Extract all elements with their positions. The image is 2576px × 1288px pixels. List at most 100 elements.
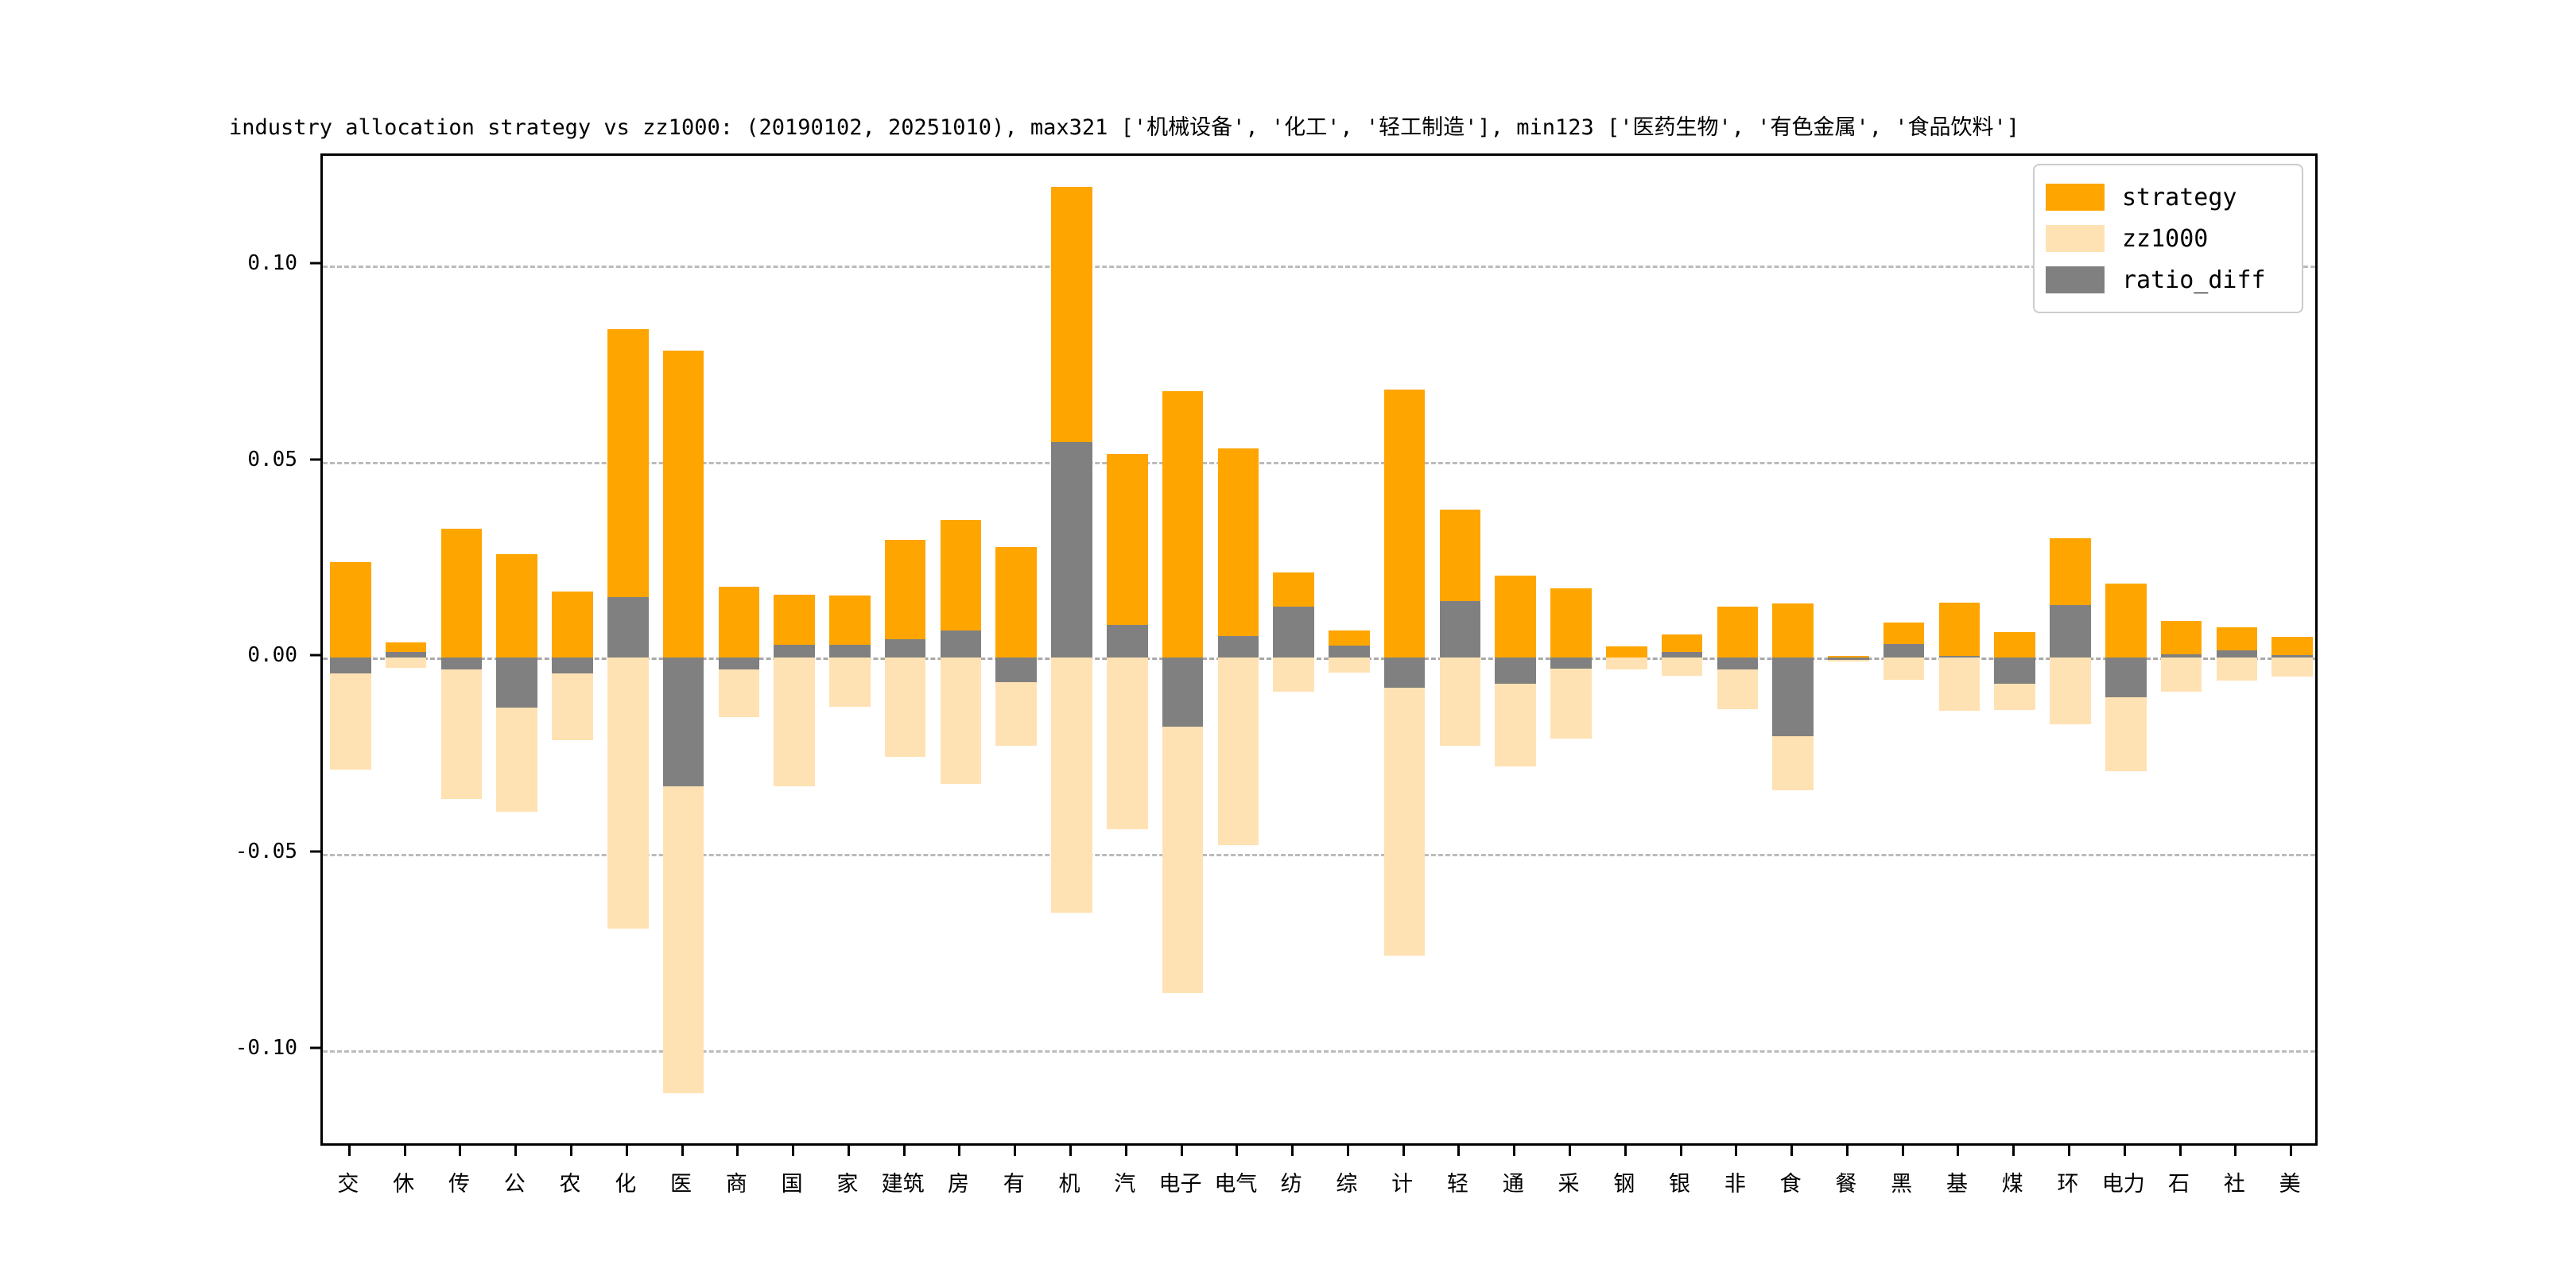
x-tick-label: 环 [2057,1172,2079,1197]
bar-group[interactable] [1828,156,1869,1148]
bar-group[interactable] [1605,156,1647,1148]
bar-group[interactable] [552,156,593,1148]
bar-segment-zz1000 [1383,688,1426,956]
bar-segment-zz1000 [2271,658,2313,677]
x-tick-mark [1014,1146,1017,1156]
bar-segment-zz1000 [330,673,371,770]
bar-group[interactable] [1273,156,1314,1148]
x-tick-label: 餐 [1835,1172,1857,1197]
bar-group[interactable] [1994,156,2036,1148]
x-tick-mark [1402,1146,1405,1156]
bar-group[interactable] [829,156,871,1148]
bar-group[interactable] [940,156,982,1148]
bar-segment-zz1000 [2105,696,2147,772]
bar-group[interactable] [1106,156,1148,1148]
legend-item[interactable]: strategy [2046,177,2287,218]
bar-group[interactable] [662,156,704,1148]
bar-segment-ratio-diff [662,658,704,786]
bar-segment-ratio-diff [1162,658,1204,727]
bar-segment-ratio-diff [2160,654,2202,658]
x-tick-mark [1346,1146,1349,1156]
x-tick-mark [1735,1146,1738,1156]
x-tick-label: 建筑 [881,1172,925,1197]
x-tick-label: 农 [559,1172,581,1197]
x-tick-mark [1624,1146,1627,1156]
bar-group[interactable] [1661,156,1703,1148]
legend-item[interactable]: ratio_diff [2046,259,2287,301]
bar-group[interactable] [1772,156,1814,1148]
x-tick-label: 美 [2279,1172,2301,1197]
bar-group[interactable] [385,156,427,1148]
bar-segment-ratio-diff [995,658,1038,682]
bar-segment-strategy [1329,630,1370,646]
x-tick-mark [1291,1146,1294,1156]
bar-group[interactable] [1051,156,1092,1148]
bar-group[interactable] [2160,156,2202,1148]
x-tick-label: 医 [670,1172,692,1197]
bar-group[interactable] [2271,156,2313,1148]
bar-group[interactable] [330,156,371,1148]
x-tick-mark [459,1146,462,1156]
bar-group[interactable] [440,156,483,1148]
bar-segment-strategy [1162,390,1204,658]
y-tick-label: 0.00 [247,643,297,668]
y-tick-label: 0.05 [247,447,297,471]
bar-segment-zz1000 [1217,658,1259,846]
bar-segment-strategy [2050,537,2091,605]
bar-segment-strategy [774,595,815,646]
bar-segment-ratio-diff [1439,600,1481,658]
bar-segment-ratio-diff [385,652,427,658]
bar-segment-zz1000 [496,708,538,812]
bar-segment-ratio-diff [2105,658,2147,697]
x-tick-mark [347,1146,351,1156]
bar-group[interactable] [1439,156,1481,1148]
bar-group[interactable] [1329,156,1370,1148]
x-tick-label: 煤 [2001,1172,2023,1197]
bar-segment-strategy [2160,620,2202,655]
bar-group[interactable] [1495,156,1537,1148]
bar-group[interactable] [718,156,760,1148]
x-tick-label: 黑 [1891,1172,1913,1197]
bar-segment-zz1000 [1106,658,1148,829]
x-tick-label: 电力 [2101,1172,2145,1197]
bar-group[interactable] [496,156,538,1148]
bar-group[interactable] [884,156,926,1148]
legend-item[interactable]: zz1000 [2046,218,2287,259]
bar-segment-zz1000 [718,669,760,718]
x-tick-mark [902,1146,906,1156]
x-tick-mark [2178,1146,2182,1156]
plot-area [320,153,2318,1146]
gridline [323,266,2315,269]
bar-group[interactable] [1383,156,1426,1148]
bar-group[interactable] [1162,156,1204,1148]
bar-segment-ratio-diff [1661,652,1703,658]
bar-group[interactable] [1550,156,1592,1148]
bar-segment-strategy [385,642,427,652]
bar-group[interactable] [2216,156,2258,1148]
bar-segment-ratio-diff [1883,644,1925,658]
bar-segment-strategy [552,591,593,658]
x-tick-label: 非 [1724,1172,1746,1197]
y-tick-mark [310,654,320,657]
bar-group[interactable] [2105,156,2147,1148]
bar-segment-strategy [1883,623,1925,645]
bar-segment-strategy [1661,634,1703,652]
bar-group[interactable] [1938,156,1980,1148]
bar-group[interactable] [2050,156,2091,1148]
bar-group[interactable] [607,156,649,1148]
bar-group[interactable] [774,156,815,1148]
x-tick-mark [2290,1146,2293,1156]
bar-group[interactable] [1717,156,1759,1148]
x-tick-label: 电子 [1158,1172,1202,1197]
bar-segment-strategy [1994,632,2036,658]
bar-segment-strategy [718,586,760,658]
gridline [323,658,2315,661]
x-tick-mark [1569,1146,1571,1156]
x-tick-label: 综 [1336,1172,1358,1197]
x-tick-label: 石 [2168,1172,2190,1197]
x-tick-mark [2234,1146,2237,1156]
x-tick-mark [2012,1146,2015,1156]
bar-group[interactable] [1217,156,1259,1148]
bar-group[interactable] [995,156,1038,1148]
bar-group[interactable] [1883,156,1925,1148]
